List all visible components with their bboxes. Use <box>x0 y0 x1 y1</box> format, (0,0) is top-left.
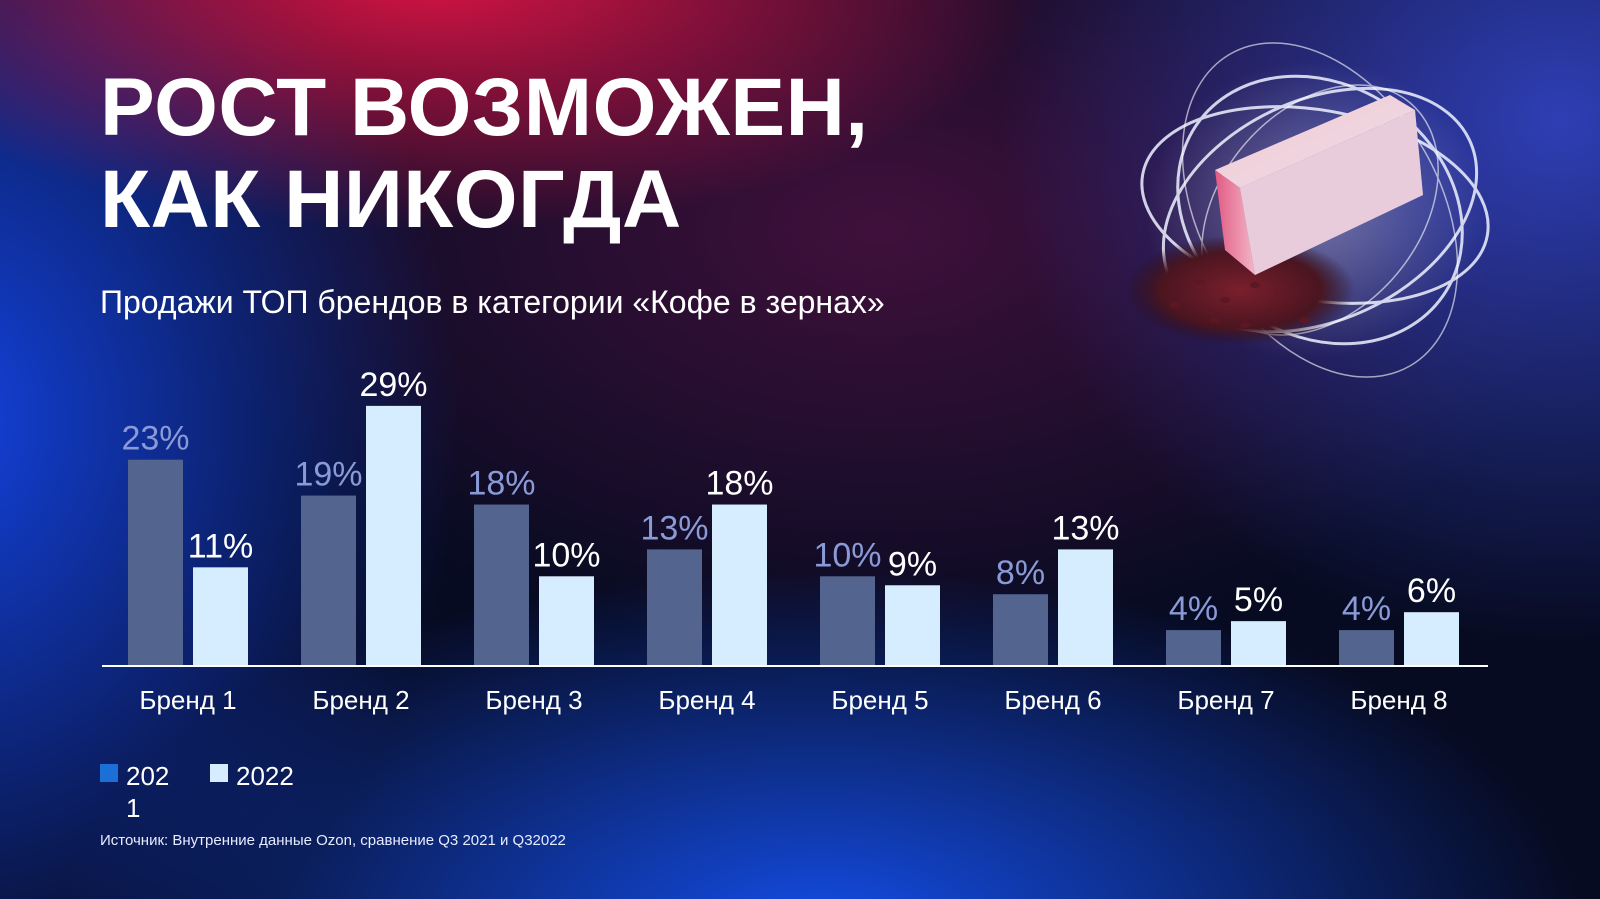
series-2021-bars <box>128 459 1394 666</box>
bar-2022-6 <box>1058 549 1113 666</box>
bar-2022-2 <box>366 405 421 666</box>
bar-2022-3 <box>539 576 594 666</box>
category-label-2: Бренд 2 <box>312 685 409 715</box>
legend-item-2021: 2021 <box>100 760 178 824</box>
title-line-2: КАК НИКОГДА <box>100 154 682 245</box>
value-label-2022-7: 5% <box>1234 581 1283 619</box>
category-label-1: Бренд 1 <box>139 685 236 715</box>
series-2022-value-labels: 11% 29% 10% 18% 9% 13% 5% 6% <box>188 366 1456 619</box>
legend-label-2022: 2022 <box>236 761 294 791</box>
bar-2021-8 <box>1339 630 1394 666</box>
value-label-2022-5: 9% <box>888 545 937 583</box>
bar-2022-5 <box>885 585 940 666</box>
bar-2022-4 <box>712 504 767 666</box>
chart-subtitle: Продажи ТОП брендов в категории «Кофе в … <box>100 284 885 320</box>
chart-legend: 2021 2022 <box>100 760 294 824</box>
legend-swatch-2022 <box>210 764 228 782</box>
category-labels: Бренд 1 Бренд 2 Бренд 3 Бренд 4 Бренд 5 Бренд… <box>139 685 1447 715</box>
bar-2021-3 <box>474 504 529 666</box>
category-label-8: Бренд 8 <box>1350 685 1447 715</box>
category-label-7: Бренд 7 <box>1177 685 1274 715</box>
category-label-4: Бренд 4 <box>658 685 755 715</box>
category-label-3: Бренд 3 <box>485 685 582 715</box>
legend-label-2021: 2021 <box>126 761 170 823</box>
value-label-2022-6: 13% <box>1051 509 1119 547</box>
legend-swatch-2021 <box>100 764 118 782</box>
category-label-5: Бренд 5 <box>831 685 928 715</box>
value-label-2021-2: 19% <box>294 456 362 494</box>
bar-2022-1 <box>193 567 248 666</box>
value-label-2022-8: 6% <box>1407 572 1456 610</box>
bar-2021-4 <box>647 549 702 666</box>
bar-2022-8 <box>1404 612 1459 666</box>
bar-2021-5 <box>820 576 875 666</box>
value-label-2021-8: 4% <box>1342 590 1391 628</box>
value-label-2022-2: 29% <box>359 366 427 404</box>
bar-2021-2 <box>301 495 356 666</box>
coffee-package-illustration <box>1125 42 1490 378</box>
value-label-2021-5: 10% <box>813 536 881 574</box>
bar-2022-7 <box>1231 621 1286 666</box>
bar-2021-7 <box>1166 630 1221 666</box>
value-label-2022-1: 11% <box>188 527 254 565</box>
value-label-2021-6: 8% <box>996 554 1045 592</box>
value-label-2021-7: 4% <box>1169 590 1218 628</box>
category-label-6: Бренд 6 <box>1004 685 1101 715</box>
value-label-2022-3: 10% <box>532 536 600 574</box>
source-note: Источник: Внутренние данные Ozon, сравне… <box>100 832 566 849</box>
value-label-2022-4: 18% <box>705 465 773 503</box>
value-label-2021-4: 13% <box>640 509 708 547</box>
value-label-2021-1: 23% <box>121 420 189 458</box>
bar-2021-6 <box>993 594 1048 666</box>
bar-2021-1 <box>128 459 183 666</box>
series-2021-value-labels: 23% 19% 18% 13% 10% 8% 4% 4% <box>121 420 1391 628</box>
page-title: РОСТ ВОЗМОЖЕН, КАК НИКОГДА <box>100 62 869 246</box>
title-line-1: РОСТ ВОЗМОЖЕН, <box>100 62 869 153</box>
series-2022-bars <box>193 405 1459 666</box>
legend-item-2022: 2022 <box>210 760 294 824</box>
value-label-2021-3: 18% <box>467 465 535 503</box>
